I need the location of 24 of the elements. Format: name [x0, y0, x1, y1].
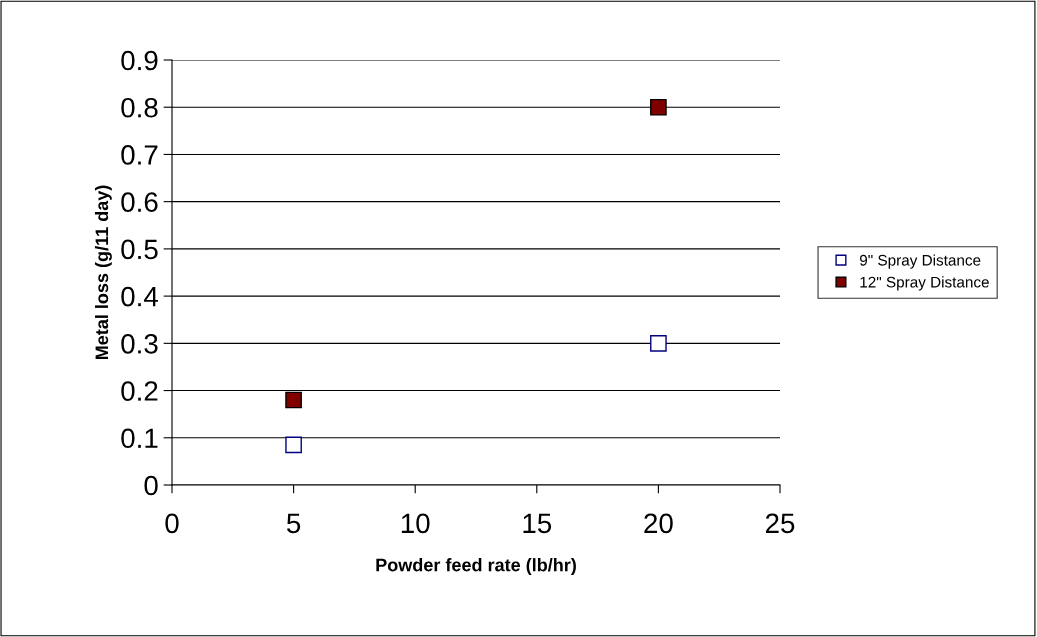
y-tick-label: 0 — [144, 475, 158, 496]
x-tick-label: 5 — [286, 513, 301, 534]
x-tick-label: 10 — [401, 513, 430, 534]
y-tick-label: 0.3 — [121, 334, 158, 354]
y-tick-label: 0.8 — [121, 97, 158, 118]
x-tick-label: 15 — [523, 513, 552, 534]
legend-label: 12" Spray Distance — [860, 276, 989, 291]
y-tick-label: 0.5 — [121, 239, 158, 260]
point — [650, 334, 667, 352]
legend-label: 9" Spray Distance — [860, 254, 981, 269]
y-tick-label: 0.4 — [121, 286, 158, 307]
y-tick-label: 0.6 — [121, 192, 158, 213]
x-tick-label: 20 — [644, 513, 673, 534]
point — [650, 98, 667, 116]
point — [285, 436, 302, 454]
x-axis-title: Powder feed rate (lb/hr) — [376, 558, 576, 575]
y-tick-label: 0.2 — [121, 381, 158, 401]
x-tick-label: 25 — [765, 513, 795, 534]
x-tick-label: 0 — [165, 513, 179, 534]
y-tick-label: 0.7 — [121, 145, 158, 165]
point — [285, 391, 302, 409]
y-tick-label: 0.9 — [121, 50, 158, 71]
y-tick-label: 0.1 — [121, 428, 158, 449]
y-axis-title: Metal loss (g/11 day) — [94, 185, 112, 360]
